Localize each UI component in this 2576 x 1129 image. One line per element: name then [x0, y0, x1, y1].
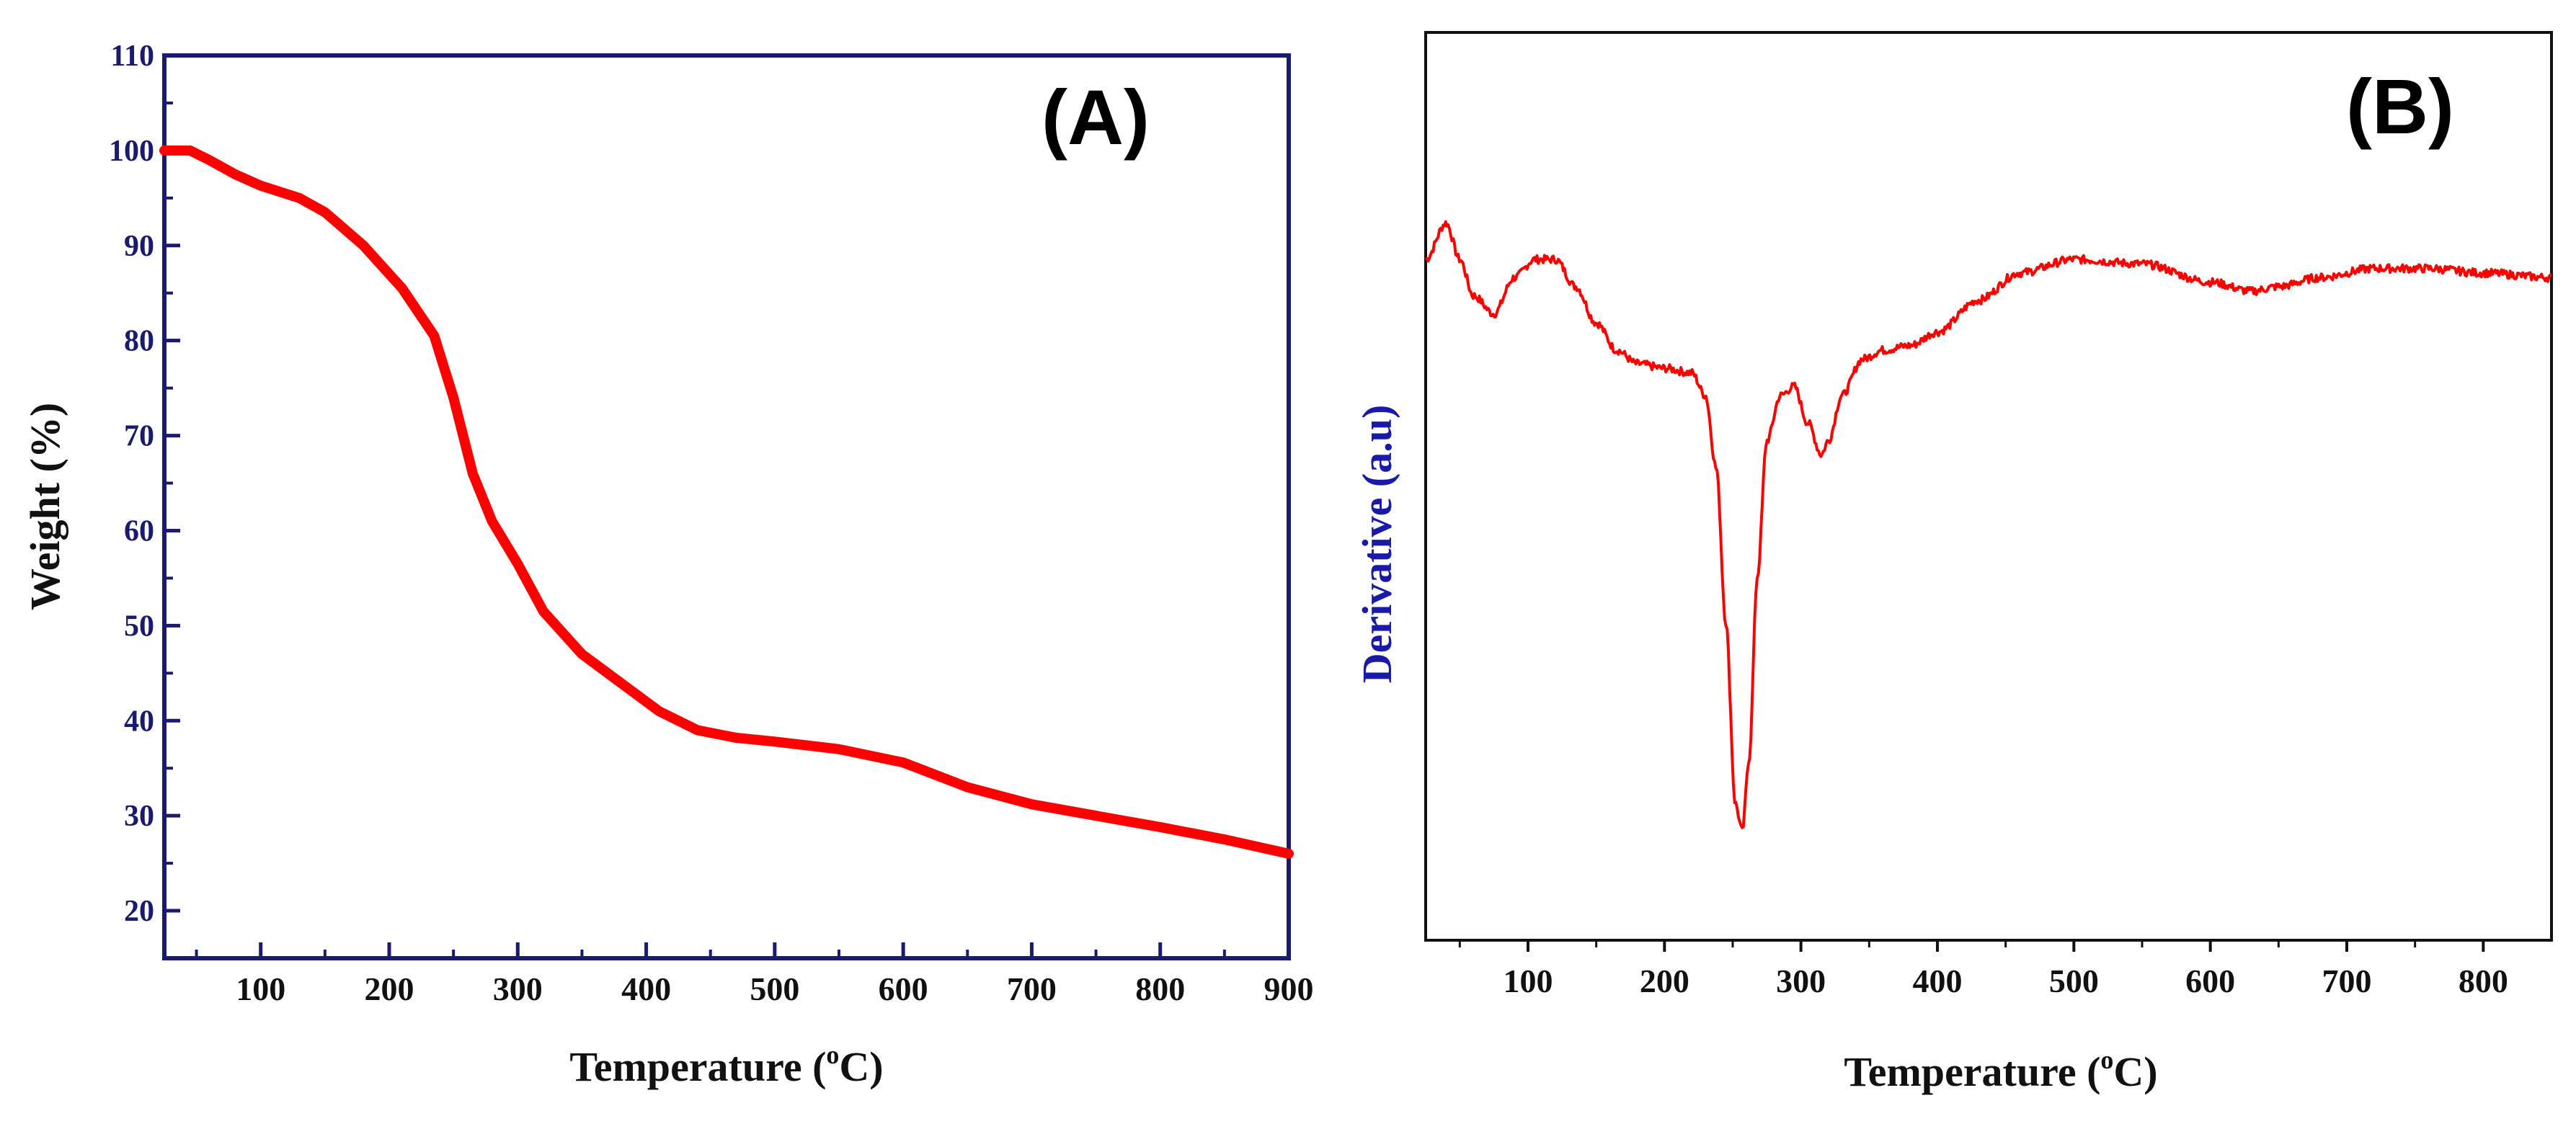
panel-a: 20 30 40 50 60 70 80 90 100 110 100 200 300 400 500 60…: [22, 40, 1314, 1090]
panel-b-x-axis-label-main: Temperature (: [1844, 1048, 2100, 1095]
panel-a-x-axis-label-degree: o: [826, 1040, 839, 1069]
panel-a-y-tick-label: 40: [124, 705, 154, 738]
panel-a-y-tick-label: 20: [124, 895, 154, 928]
panel-a-x-tick-label: 900: [1264, 970, 1314, 1007]
panel-b-frame: [1424, 31, 2553, 942]
panel-b-y-axis-label: Derivative (a.u): [1354, 405, 1400, 684]
panel-b-x-axis-label-degree: o: [2100, 1045, 2113, 1074]
panel-b-x-tick-label: 800: [2459, 963, 2508, 999]
panel-a-y-tick-label: 70: [124, 420, 154, 453]
panel-b-x-tick-label: 500: [2049, 963, 2099, 999]
panel-b-x-ticks: 100 200 300 400 500 600 700 800: [1458, 940, 2508, 999]
panel-b-series-line: [1424, 220, 2553, 829]
panel-a-x-axis-label-main: Temperature (: [569, 1043, 826, 1090]
panel-a-x-axis-label: Temperature (oC): [569, 1040, 883, 1090]
panel-a-x-tick-label: 400: [621, 970, 671, 1007]
panel-a-x-tick-label: 100: [236, 970, 285, 1007]
panel-b-x-tick-label: 300: [1776, 963, 1826, 999]
panel-b-x-axis-label-unit: C): [2113, 1048, 2157, 1095]
panel-a-y-ticks: 20 30 40 50 60 70 80 90 100 110: [109, 40, 180, 928]
panel-a-y-tick-label: 50: [124, 610, 154, 643]
panel-a-y-tick-label: 80: [124, 325, 154, 358]
panel-b-x-tick-label: 700: [2322, 963, 2372, 999]
panel-a-y-tick-label: 100: [109, 135, 154, 168]
panel-a-x-tick-label: 700: [1007, 970, 1057, 1007]
panel-a-y-tick-label: 110: [110, 40, 154, 73]
panel-b-x-tick-label: 200: [1640, 963, 1689, 999]
panel-a-series-line: [159, 145, 1294, 859]
panel-a-y-tick-label: 90: [124, 230, 154, 263]
panel-b-x-tick-label: 400: [1913, 963, 1963, 999]
panel-a-y-tick-label: 60: [124, 514, 154, 548]
panel-b: 100 200 300 400 500 600 700 800 (B) Derivative …: [1354, 31, 2553, 1095]
panel-b-x-tick-label: 600: [2185, 963, 2235, 999]
panel-a-x-tick-label: 500: [750, 970, 799, 1007]
panel-a-x-ticks: 100 200 300 400 500 600 700 800 900: [195, 942, 1314, 1007]
panel-a-y-axis-label: Weight (%): [22, 403, 68, 610]
panel-a-x-tick-label: 300: [493, 970, 543, 1007]
panel-b-x-axis-label: Temperature (oC): [1844, 1045, 2157, 1095]
panel-a-x-tick-label: 600: [879, 970, 928, 1007]
panel-a-y-tick-label: 30: [124, 800, 154, 833]
panel-a-x-axis-label-unit: C): [839, 1043, 883, 1090]
panel-a-x-tick-label: 200: [365, 970, 414, 1007]
panel-a-frame: [162, 53, 1291, 960]
panel-a-label: (A): [1041, 73, 1150, 161]
panel-a-x-tick-label: 800: [1135, 970, 1185, 1007]
panel-b-x-tick-label: 100: [1504, 963, 1553, 999]
panel-b-label: (B): [2346, 63, 2454, 150]
